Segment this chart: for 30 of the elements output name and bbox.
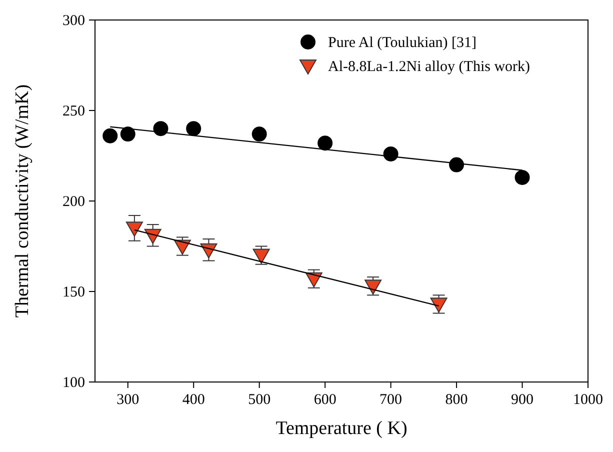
x-tick-label: 1000 — [573, 392, 603, 408]
point — [364, 280, 382, 295]
x-tick-label: 800 — [445, 392, 468, 408]
point — [318, 136, 333, 151]
point — [430, 298, 448, 313]
y-tick-label: 100 — [62, 375, 85, 391]
point — [514, 170, 530, 185]
y-tick-label: 200 — [62, 194, 85, 210]
x-tick-label: 400 — [182, 392, 205, 408]
point — [102, 128, 118, 144]
x-axis-title: Temperature ( K) — [276, 418, 408, 439]
y-tick-label: 150 — [62, 284, 85, 300]
point — [126, 222, 143, 237]
point — [383, 146, 398, 162]
legend-label: Pure Al (Toulukian) [31] — [328, 35, 477, 51]
y-tick-label: 300 — [62, 13, 85, 29]
point — [252, 126, 267, 142]
legend-label: Al-8.8La-1.2Ni alloy (This work) — [328, 59, 530, 75]
x-tick-label: 900 — [511, 392, 534, 408]
point — [186, 121, 202, 136]
x-tick-label: 300 — [116, 392, 140, 408]
y-tick-label: 250 — [62, 104, 85, 120]
x-tick-label: 700 — [380, 392, 402, 408]
point — [449, 157, 464, 172]
y-axis-title: Thermal conductivity (W/mK) — [12, 84, 33, 318]
point — [153, 121, 168, 136]
x-tick-label: 600 — [314, 392, 336, 408]
x-tick-label: 500 — [248, 392, 271, 408]
point — [120, 126, 136, 142]
point — [252, 248, 270, 264]
